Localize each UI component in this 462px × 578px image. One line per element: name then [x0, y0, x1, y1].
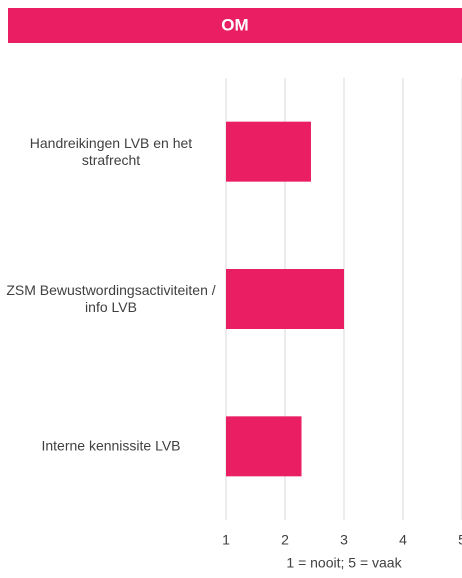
- x-axis-label: 1 = nooit; 5 = vaak: [286, 555, 402, 571]
- y-tick-label: Interne kennissite LVB: [41, 437, 181, 454]
- bar: [226, 121, 311, 182]
- x-tick-label: 5: [458, 532, 462, 548]
- y-tick-label: Handreikingen LVB en het strafrecht: [29, 134, 193, 168]
- chart-title: OM: [221, 15, 248, 34]
- x-tick-label: 2: [281, 532, 289, 548]
- title-banner: [8, 8, 462, 43]
- x-tick-label: 3: [340, 532, 348, 548]
- y-tick-label: ZSM Bewustwordingsactiviteiten / info LV…: [6, 282, 216, 315]
- x-tick-label: 4: [399, 532, 407, 548]
- x-tick-label: 1: [222, 532, 230, 548]
- bar: [226, 269, 344, 329]
- bar: [226, 416, 302, 477]
